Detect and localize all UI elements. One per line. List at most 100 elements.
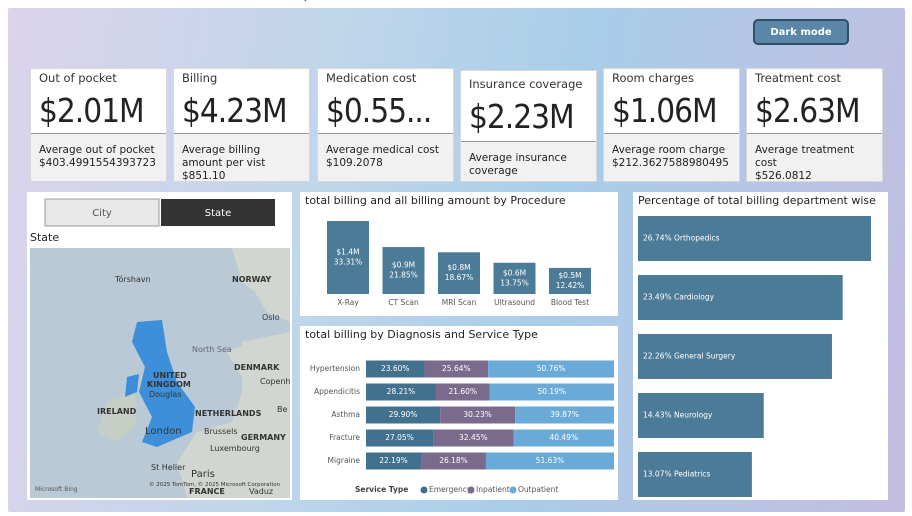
kpi-value: $2.23M: [469, 97, 575, 136]
y-tick-label: Hypertension: [310, 364, 360, 373]
value-label: 26.74%: [643, 234, 672, 243]
x-tick-label: Blood Test: [551, 298, 589, 307]
land: [232, 248, 290, 322]
value-label: 40.49%: [549, 433, 578, 442]
value-label: 23.49%: [643, 293, 672, 302]
kpi-card: Treatment cost $2.63M Average treatment co…: [746, 68, 883, 182]
slicer-label[interactable]: City: [92, 208, 112, 219]
kpi-subtitle: Average insurance coverage: [469, 152, 567, 177]
bar-segment: [435, 383, 490, 401]
slicer-state[interactable]: [161, 199, 275, 226]
menu-item[interactable]: Queries: [300, 0, 339, 3]
map-label: NORWAY: [232, 275, 272, 284]
slicer-city[interactable]: [44, 198, 160, 227]
map-label: GERMANY: [241, 433, 286, 442]
bar: [638, 216, 871, 261]
map-title: State: [30, 231, 59, 244]
bar-label: 26.74% Orthopedics: [643, 234, 720, 243]
y-tick-label: Appendicitis: [314, 387, 360, 396]
kpi-card: Billing $4.23M Average billing amount per …: [173, 68, 310, 182]
category-label: Orthopedics: [674, 234, 720, 243]
kpi-subtitle: Average medical cost: [326, 144, 439, 156]
bar: [638, 334, 832, 379]
legend-label: Emergency: [429, 485, 472, 494]
x-tick-label: MRI Scan: [442, 298, 477, 307]
legend-swatch: [467, 486, 475, 494]
land: [227, 342, 259, 377]
bar-segment: [366, 406, 441, 424]
bar-label: 13.07% Pediatrics: [643, 470, 711, 479]
chart-title: total billing by Diagnosis and Service T…: [305, 328, 538, 341]
map-label: DENMARK: [234, 363, 280, 372]
value-label: 23.60%: [381, 364, 410, 373]
value-label: 50.76%: [537, 364, 566, 373]
highlighted-region: [132, 320, 195, 447]
diagnosis-chart: total billing by Diagnosis and Service T…: [305, 328, 614, 494]
dark-mode-button[interactable]: Dark mode: [753, 19, 849, 45]
bar-segment: [424, 360, 489, 378]
share-label: 33.31%: [334, 258, 363, 267]
value-label: 13.07%: [643, 470, 672, 479]
map-label: Douglas: [149, 390, 182, 399]
kpi-value: $2.01M: [39, 91, 145, 130]
bar: [549, 267, 591, 294]
value-label: 22.19%: [379, 456, 408, 465]
map-label: Paris: [191, 469, 215, 480]
kpi-subvalue: $403.4991554393723: [39, 157, 156, 169]
bar: [327, 221, 369, 294]
department-chart: Percentage of total billing department w…: [638, 194, 876, 497]
bar-segment: [366, 452, 422, 470]
slicer-label[interactable]: State: [205, 208, 231, 219]
menu-item[interactable]: Calculations: [852, 0, 912, 3]
bar: [493, 262, 536, 294]
kpi-title: Out of pocket: [39, 71, 117, 85]
value-label: 51.63%: [536, 456, 565, 465]
kpi-subtitle-box: Average out of pocket $403.4991554393723: [31, 133, 166, 181]
kpi-card: Insurance coverage $2.23M Average insuranc…: [460, 70, 597, 182]
bar-segment: [433, 429, 514, 447]
bar: [638, 452, 752, 497]
map-label: NETHERLANDS: [195, 409, 262, 418]
procedure-chart: total billing and all billing amount by …: [305, 194, 591, 307]
kpi-value: $1.06M: [612, 91, 718, 130]
bar: [638, 393, 764, 438]
menu-item[interactable]: Data: [98, 0, 122, 3]
value-label: 32.45%: [459, 433, 488, 442]
value-label: 28.21%: [387, 387, 416, 396]
share-label: 21.85%: [389, 271, 418, 280]
department-panel: Percentage of total billing department w…: [633, 192, 888, 500]
map-label: Copenh: [260, 377, 291, 386]
value-label: 29.90%: [389, 410, 418, 419]
value-label: 26.18%: [439, 456, 468, 465]
map-label: Brussels: [204, 427, 238, 436]
y-tick-label: Fracture: [329, 433, 360, 442]
value-label: 50.19%: [537, 387, 566, 396]
chart-title: Percentage of total billing department w…: [638, 194, 876, 207]
map-label: Oslo: [262, 313, 280, 322]
map-label: St Helier: [151, 463, 186, 472]
map-label: London: [145, 426, 182, 437]
bar: [638, 275, 843, 320]
kpi-card: Medication cost $0.55... Average medical c…: [317, 68, 454, 182]
kpi-title: Room charges: [612, 71, 694, 85]
kpi-subvalue: $212.3627588980495: [612, 157, 729, 169]
bar-segment: [485, 452, 614, 470]
category-label: General Surgery: [674, 352, 736, 361]
kpi-value: $2.63M: [755, 91, 861, 130]
value-label: $1.4M: [336, 248, 359, 257]
map-label: IRELAND: [97, 407, 137, 416]
value-label: 39.87%: [550, 410, 579, 419]
value-label: $0.9M: [392, 261, 415, 270]
bar-segment: [488, 360, 614, 378]
map-attribution: © 2025 TomTom, © 2025 Microsoft Corporat…: [149, 481, 281, 488]
menu-item[interactable]: Insert: [568, 0, 597, 3]
legend-label: Outpatient: [518, 485, 558, 494]
bar-label: 14.43% Neurology: [643, 411, 713, 420]
kpi-subtitle-box: Average room charge $212.3627588980495: [604, 133, 739, 181]
kpi-subtitle: Average treatment cost: [755, 144, 855, 169]
bar-segment: [440, 406, 516, 424]
kpi-title: Treatment cost: [755, 71, 842, 85]
bar-label: 23.49% Cardiology: [643, 293, 715, 302]
procedure-panel: total billing and all billing amount by …: [300, 192, 618, 316]
